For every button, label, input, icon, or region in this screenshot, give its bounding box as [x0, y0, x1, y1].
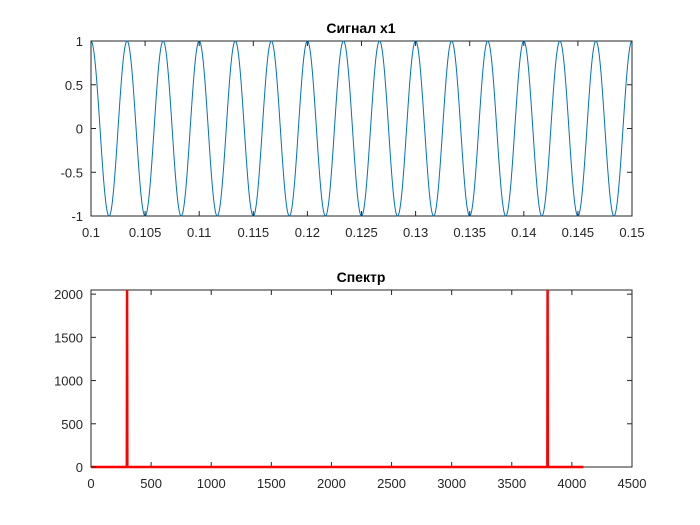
signal-xtick-label: 0.125 — [345, 225, 378, 240]
signal-xtick-label: 0.12 — [295, 225, 320, 240]
signal-ytick-label: -0.5 — [61, 165, 83, 180]
signal-title: Сигнал x1 — [326, 20, 395, 36]
spectrum-xtick-label: 4500 — [618, 476, 647, 491]
spectrum-xtick-label: 3500 — [497, 476, 526, 491]
spectrum-x-ticks: 0 500 1000 1500 2000 2500 3000 3500 4000 4500 — [87, 290, 646, 491]
spectrum-xtick-label: 4000 — [557, 476, 586, 491]
spectrum-ytick-label: 2000 — [54, 287, 83, 302]
signal-xtick-label: 0.115 — [238, 225, 270, 240]
signal-xtick-label: 0.15 — [619, 225, 644, 240]
spectrum-xtick-label: 0 — [87, 476, 94, 491]
spectrum-ytick-label: 0 — [76, 460, 83, 475]
signal-y-ticks: -1 -0.5 0 0.5 1 — [61, 34, 632, 224]
spectrum-ytick-label: 1000 — [54, 374, 83, 389]
spectrum-ytick-label: 1500 — [54, 330, 83, 345]
signal-axes: Сигнал x1 0.1 0.105 0.11 0.115 0.12 0.125 0.13… — [61, 20, 645, 240]
spectrum-xtick-label: 1000 — [197, 476, 226, 491]
spectrum-axes: Спектр 0 500 1000 1500 2000 2500 3000 3500 4000 4… — [54, 269, 646, 491]
signal-ytick-label: 0 — [76, 122, 83, 137]
signal-line — [90, 40, 633, 217]
spectrum-line — [91, 289, 584, 469]
spectrum-y-ticks: 0 500 1000 1500 2000 — [54, 287, 632, 475]
signal-xtick-label: 0.13 — [403, 225, 428, 240]
signal-xtick-label: 0.135 — [453, 225, 486, 240]
signal-xtick-label: 0.105 — [129, 225, 162, 240]
spectrum-xtick-label: 1500 — [257, 476, 286, 491]
signal-xtick-label: 0.14 — [511, 225, 536, 240]
spectrum-xtick-label: 3000 — [437, 476, 466, 491]
spectrum-axes-box — [90, 289, 633, 468]
spectrum-xtick-label: 2000 — [317, 476, 346, 491]
spectrum-xtick-label: 500 — [140, 476, 162, 491]
signal-x-ticks: 0.1 0.105 0.11 0.115 0.12 0.125 0.13 0.135 0.14 0… — [82, 41, 645, 240]
signal-ytick-label: -1 — [71, 209, 83, 224]
signal-ytick-label: 1 — [76, 34, 83, 49]
spectrum-xtick-label: 2500 — [377, 476, 406, 491]
signal-xtick-label: 0.145 — [562, 225, 595, 240]
signal-ytick-label: 0.5 — [65, 78, 83, 93]
signal-xtick-label: 0.1 — [82, 225, 100, 240]
spectrum-ytick-label: 500 — [61, 417, 83, 432]
spectrum-title: Спектр — [337, 269, 386, 285]
signal-xtick-label: 0.11 — [187, 225, 211, 240]
